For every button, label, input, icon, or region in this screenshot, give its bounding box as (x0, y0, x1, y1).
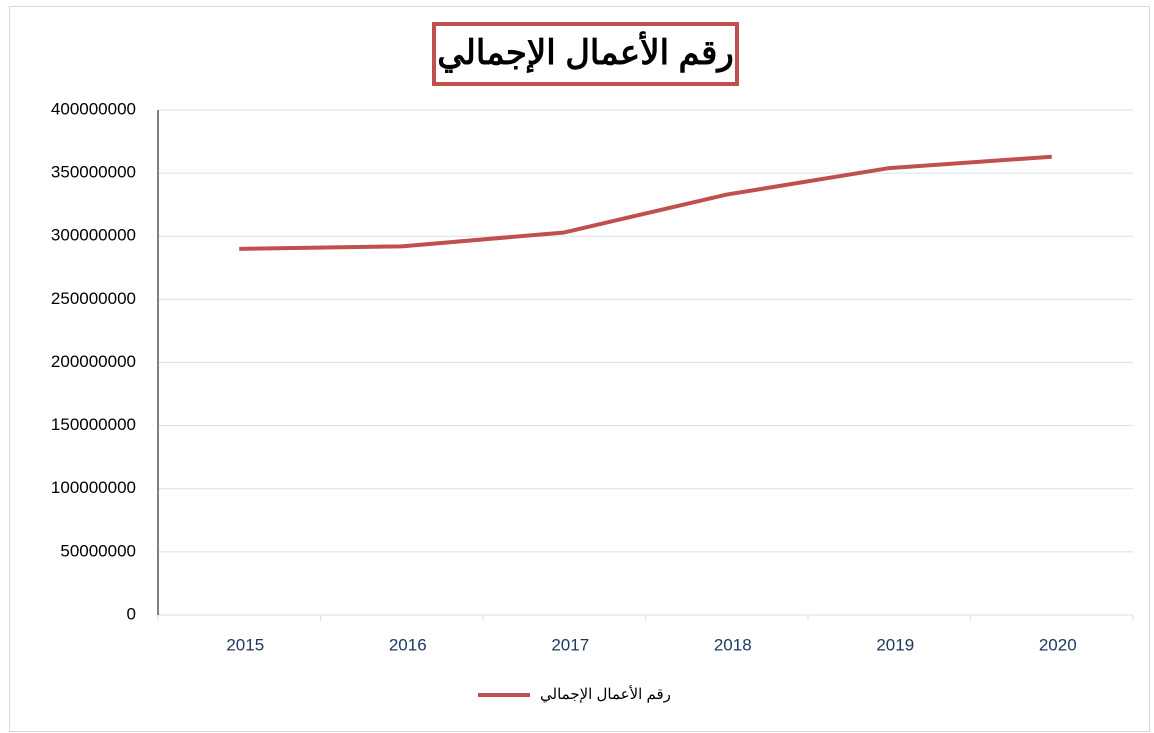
chart-frame (9, 6, 1150, 732)
y-tick-label: 50000000 (60, 541, 136, 560)
x-tick-label: 2016 (389, 635, 427, 654)
y-tick-label: 0 (127, 604, 136, 623)
x-tick-label: 2020 (1039, 635, 1077, 654)
y-tick-label: 250000000 (51, 289, 136, 308)
y-tick-label: 350000000 (51, 163, 136, 182)
x-tick-label: 2018 (714, 635, 752, 654)
y-tick-label: 400000000 (51, 99, 136, 118)
x-tick-label: 2019 (876, 635, 914, 654)
y-tick-label: 200000000 (51, 352, 136, 371)
title-box (432, 22, 739, 86)
x-tick-label: 2017 (551, 635, 589, 654)
y-tick-label: 150000000 (51, 415, 136, 434)
chart-title: رقم الأعمال الإجمالي (437, 31, 734, 73)
line (239, 154, 1052, 251)
y-tick-label: 300000000 (51, 226, 136, 245)
x-tick-label: 2015 (226, 635, 264, 654)
y-tick-label: 100000000 (51, 478, 136, 497)
legend-label: رقم الأعمال الإجمالي (540, 685, 671, 703)
